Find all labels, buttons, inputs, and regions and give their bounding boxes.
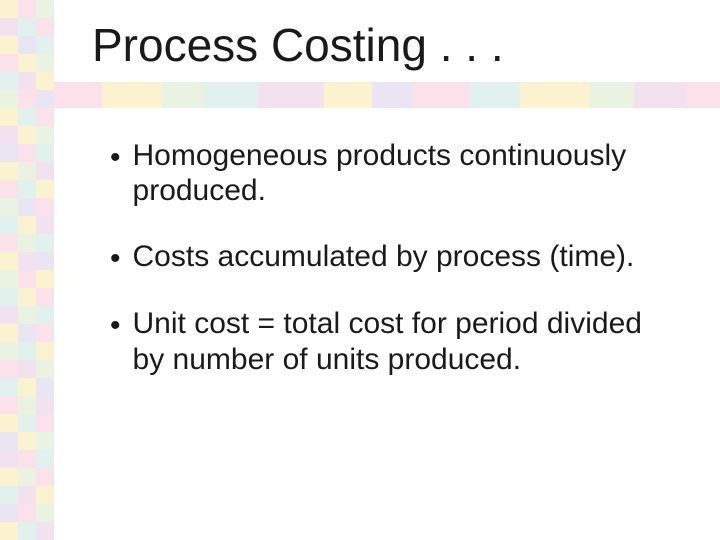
bullet-list: • Homogeneous products continuously prod… [110,138,680,407]
bullet-item: • Homogeneous products continuously prod… [110,138,680,209]
bullet-dot-icon: • [110,140,121,175]
bullet-text: Unit cost = total cost for period divide… [133,306,680,377]
bullet-dot-icon: • [110,308,121,343]
bullet-item: • Costs accumulated by process (time). [110,239,680,276]
bullet-dot-icon: • [110,241,121,276]
bullet-text: Homogeneous products continuously produc… [133,138,680,209]
bullet-text: Costs accumulated by process (time). [133,239,680,274]
horizontal-decorative-band [54,82,720,108]
bullet-item: • Unit cost = total cost for period divi… [110,306,680,377]
left-decorative-column [0,0,54,540]
slide-title: Process Costing . . . [92,18,504,72]
